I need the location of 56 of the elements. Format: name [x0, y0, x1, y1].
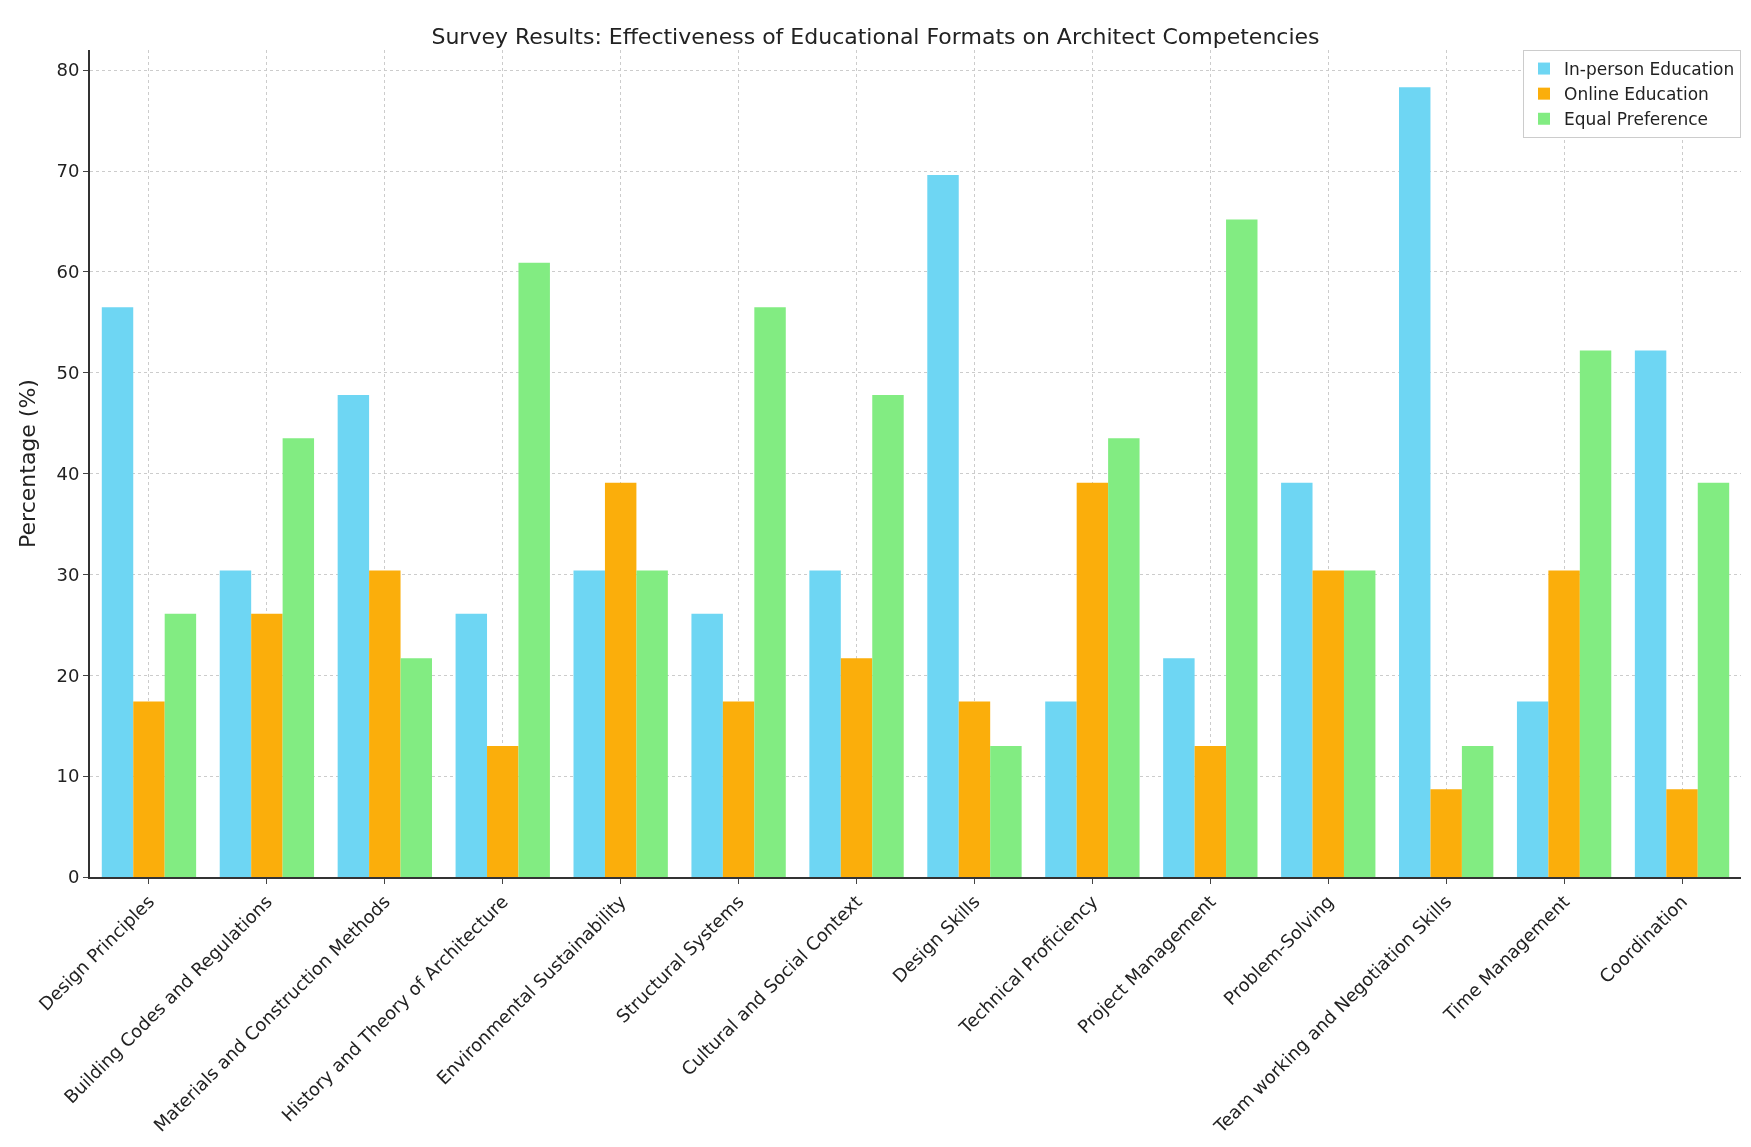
bar — [1281, 482, 1313, 877]
bar — [990, 745, 1022, 877]
bar — [251, 613, 283, 877]
bar — [1430, 789, 1462, 877]
bar — [1226, 219, 1258, 877]
bar — [400, 658, 432, 877]
bar — [1108, 438, 1140, 877]
y-tick-label: 30 — [56, 563, 80, 585]
bar — [927, 175, 959, 877]
bar — [1163, 658, 1195, 877]
bar — [369, 570, 401, 877]
bar — [1579, 350, 1612, 877]
bar — [1516, 701, 1549, 877]
bar — [282, 438, 315, 877]
bar — [164, 613, 197, 877]
bar — [1076, 482, 1109, 877]
bar — [455, 613, 488, 877]
bar — [1697, 482, 1730, 877]
bar — [840, 658, 873, 877]
bar — [337, 394, 370, 877]
y-tick-label: 70 — [56, 160, 80, 182]
bar — [1312, 570, 1344, 877]
bar — [219, 570, 252, 877]
chart-title: Survey Results: Effectiveness of Educational Formats on Architect Competencies — [431, 24, 1320, 50]
bar — [1399, 87, 1431, 877]
bar — [487, 745, 519, 877]
y-tick-label: 80 — [56, 59, 80, 81]
y-tick-label: 40 — [56, 462, 80, 484]
y-tick-label: 10 — [56, 765, 80, 787]
y-axis-title: Percentage (%) — [14, 379, 40, 548]
legend-label: Online Education — [1564, 84, 1709, 105]
legend-label: In-person Education — [1564, 59, 1735, 80]
bar — [604, 482, 637, 877]
bar — [1461, 745, 1494, 877]
bar — [722, 701, 755, 877]
bar — [1343, 570, 1376, 877]
y-tick-label: 50 — [56, 362, 80, 384]
y-tick-label: 60 — [56, 261, 80, 283]
bar — [872, 394, 904, 877]
bar — [1634, 350, 1667, 877]
bar — [1045, 701, 1077, 877]
bar — [636, 570, 668, 877]
legend-label: Equal Preference — [1564, 109, 1708, 130]
bar — [101, 307, 134, 877]
bar — [518, 262, 550, 877]
bar — [1548, 570, 1580, 877]
bar — [1194, 745, 1227, 877]
bar — [691, 613, 723, 877]
bar — [573, 570, 605, 877]
bar — [754, 307, 786, 877]
bar — [809, 570, 841, 877]
y-tick-label: 20 — [56, 664, 80, 686]
bar — [958, 701, 991, 877]
bar — [1666, 789, 1698, 877]
y-tick-label: 0 — [67, 866, 80, 888]
bar — [133, 701, 165, 877]
